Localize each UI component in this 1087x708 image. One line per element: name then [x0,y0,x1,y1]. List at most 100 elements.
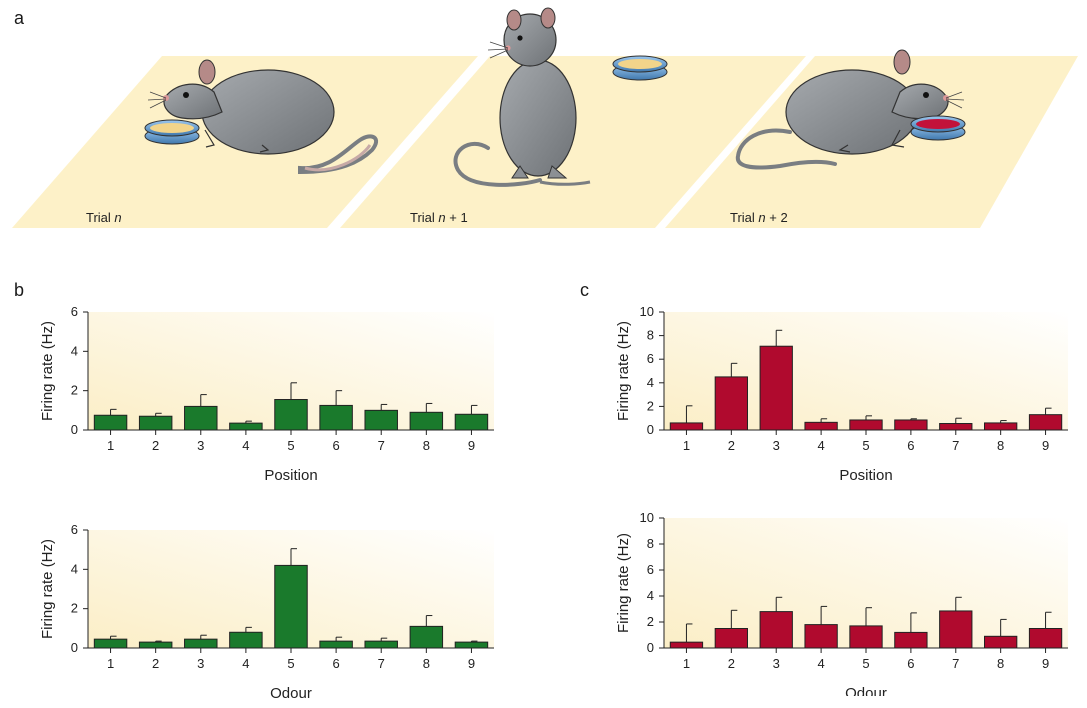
y-tick-label: 4 [71,343,78,358]
bar [714,628,748,649]
y-tick-label: 0 [647,640,654,655]
x-tick-label: 8 [423,438,430,453]
x-tick-label: 5 [287,438,294,453]
bar [409,411,444,431]
x-tick-label: 9 [468,438,475,453]
x-tick-label: 7 [378,656,385,671]
y-tick-label: 4 [647,588,654,603]
trial-label-n-plus-1: Trial n + 1 [410,210,468,225]
bar [984,635,1018,649]
x-tick-label: 3 [773,438,780,453]
bar [93,414,128,431]
x-tick-label: 6 [907,438,914,453]
panel-label-b: b [14,280,25,300]
bar [894,419,928,431]
x-tick-label: 8 [997,656,1004,671]
trial-label-n-plus-2: Trial n + 2 [730,210,788,225]
bar [274,399,308,431]
bar [1028,628,1063,649]
bar [1028,414,1063,431]
bar [804,421,838,431]
y-tick-label: 6 [647,562,654,577]
x-tick-label: 7 [952,656,959,671]
x-axis-label: Position [264,467,317,484]
panel-label-c: c [580,280,589,300]
x-tick-label: 3 [197,438,204,453]
x-axis-label: Position [839,467,892,484]
y-tick-label: 6 [71,522,78,537]
y-tick-label: 2 [647,614,654,629]
bar [939,610,973,649]
x-tick-label: 1 [107,438,114,453]
x-tick-label: 6 [332,438,339,453]
y-tick-label: 8 [647,536,654,551]
x-tick-label: 9 [1042,438,1049,453]
y-tick-label: 2 [71,383,78,398]
chart-b-odour: 0 2 4 6 1 2 3 4 5 6 7 8 9 Odour Firing rate (Hz) [39,522,494,702]
x-axis-label: Odour [845,685,887,696]
bar [939,423,973,431]
y-tick-label: 6 [71,304,78,319]
bar [184,638,218,649]
x-tick-label: 5 [287,656,294,671]
bar [364,640,398,649]
trial-label-n: Trial n [86,210,122,225]
x-tick-label: 5 [862,438,869,453]
x-tick-label: 2 [152,438,159,453]
x-tick-label: 4 [817,438,824,453]
bar [319,640,353,649]
y-tick-label: 2 [647,398,654,413]
x-tick-label: 4 [817,656,824,671]
x-tick-label: 7 [952,438,959,453]
bar [93,638,128,649]
bar [759,345,793,431]
bar [454,413,489,431]
bar [849,419,883,431]
x-tick-label: 2 [728,656,735,671]
y-axis-label: Firing rate (Hz) [615,533,632,633]
y-axis-label: Firing rate (Hz) [39,321,56,421]
x-tick-label: 8 [423,656,430,671]
y-tick-label: 4 [647,375,654,390]
bar [184,405,218,431]
bar [894,631,928,649]
x-tick-label: 9 [468,656,475,671]
x-tick-label: 9 [1042,656,1049,671]
x-tick-label: 1 [683,656,690,671]
x-tick-label: 5 [862,656,869,671]
bar [409,625,444,649]
y-tick-label: 2 [71,601,78,616]
x-tick-label: 4 [242,438,249,453]
bar [138,641,173,649]
x-tick-label: 3 [197,656,204,671]
y-tick-label: 8 [647,328,654,343]
x-tick-label: 8 [997,438,1004,453]
bar [714,376,748,431]
y-tick-label: 0 [647,422,654,437]
rat-trial-n-plus-2 [735,49,965,170]
y-tick-label: 6 [647,351,654,366]
x-tick-label: 3 [773,656,780,671]
bar [229,422,263,431]
bar [669,422,704,431]
panel-label-a: a [14,8,25,28]
chart-b-position: 0 2 4 6 1 2 3 4 5 6 7 8 9 Position Firing rate (Hz) [39,304,494,484]
x-tick-label: 4 [242,656,249,671]
y-tick-label: 0 [71,422,78,437]
bar [229,631,263,649]
y-axis-label: Firing rate (Hz) [615,321,632,421]
y-tick-label: 0 [71,640,78,655]
x-axis-label: Odour [270,685,312,702]
x-tick-label: 6 [332,656,339,671]
y-tick-label: 4 [71,561,78,576]
x-tick-label: 1 [683,438,690,453]
bar [759,611,793,649]
dish-trial-n-plus-1 [612,55,668,81]
x-tick-label: 1 [107,656,114,671]
bar [984,422,1018,431]
bar [274,564,308,649]
bar [669,641,704,649]
